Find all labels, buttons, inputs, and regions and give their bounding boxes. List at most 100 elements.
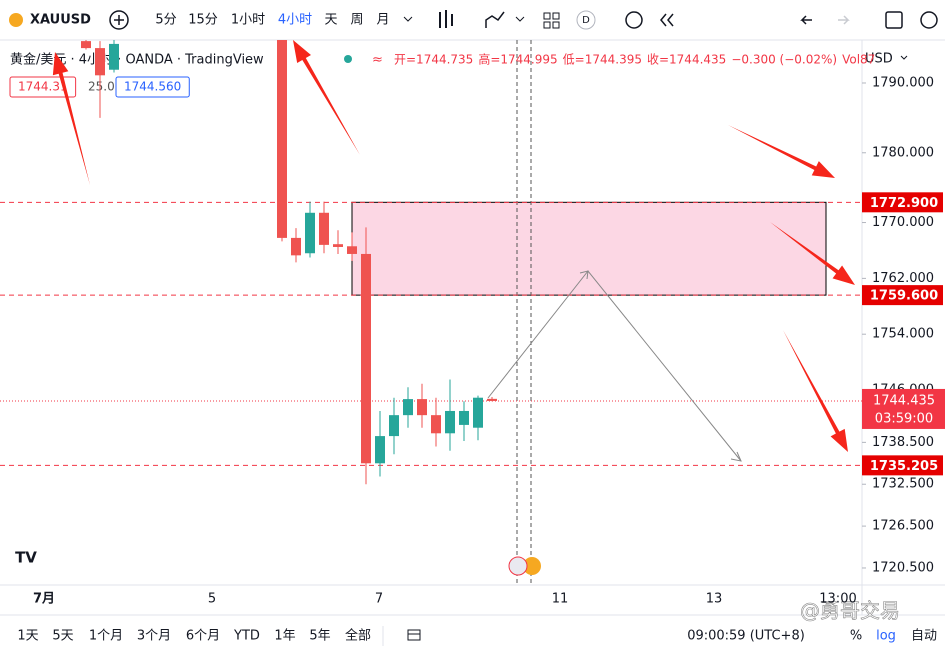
annotation-arrow: [770, 222, 855, 285]
layout-button[interactable]: [543, 12, 560, 29]
scale-option[interactable]: log: [876, 629, 896, 644]
range-button[interactable]: 5天: [52, 629, 73, 644]
goto-date-button[interactable]: [407, 629, 421, 641]
supply-zone: [351, 201, 827, 296]
range-button[interactable]: 3个月: [137, 629, 171, 644]
y-tick-label: 1738.500: [872, 435, 934, 450]
y-tick-label: 1790.000: [872, 75, 934, 90]
candle-body: [81, 41, 91, 49]
annotation-arrow: [728, 125, 835, 178]
plot-area: [0, 40, 862, 585]
plus-icon: [114, 15, 124, 25]
redo-button[interactable]: [838, 15, 850, 25]
annotation-arrow: [293, 40, 360, 155]
y-tick-label: 1726.500: [872, 519, 934, 534]
replay-button[interactable]: [660, 13, 674, 27]
interval-button[interactable]: 1小时: [231, 13, 265, 28]
candle-body: [459, 410, 469, 425]
interval-dropdown[interactable]: [403, 16, 413, 22]
y-tick-label: 1754.000: [872, 327, 934, 342]
toolbar: [0, 0, 945, 40]
range-button[interactable]: 6个月: [186, 629, 220, 644]
ohlc-value: Vol87: [842, 53, 875, 67]
chart-style-button[interactable]: [439, 10, 453, 28]
candle-body: [305, 212, 315, 254]
price-tag: 1744.31: [18, 80, 68, 94]
indicators-button[interactable]: [485, 11, 505, 28]
price-tag: 1744.560: [124, 80, 181, 94]
event-icon[interactable]: [508, 556, 528, 576]
level-label-box: [862, 455, 943, 476]
ohlc-value: 低=1744.395: [563, 53, 642, 67]
interval-button[interactable]: 15分: [188, 13, 218, 28]
tradingview-logo[interactable]: TV: [15, 549, 37, 567]
data-button[interactable]: [576, 10, 596, 30]
clock: 09:00:59 (UTC+8): [687, 629, 805, 644]
candle-body: [487, 398, 497, 401]
candle-body: [95, 48, 105, 76]
scale-option[interactable]: 自动: [911, 629, 937, 644]
level-label-box: [862, 285, 943, 306]
candle-body: [473, 397, 483, 428]
indicator-dropdown[interactable]: [515, 16, 525, 22]
candle-body: [375, 436, 385, 464]
currency-dropdown[interactable]: [900, 55, 908, 60]
interval-button[interactable]: 月: [376, 13, 389, 28]
symbol-icon[interactable]: [9, 13, 23, 27]
annotation-arrow: [783, 330, 848, 452]
ohlc-value: 收=1744.435: [647, 53, 726, 67]
data-button-letter: D: [582, 15, 590, 26]
last-price-box: [862, 388, 945, 429]
scale-option[interactable]: %: [850, 629, 862, 644]
currency[interactable]: USD: [865, 52, 893, 67]
candle-body: [431, 415, 441, 434]
undo-button[interactable]: [800, 15, 812, 25]
interval-button[interactable]: 周: [350, 13, 363, 28]
fullscreen-button[interactable]: [885, 11, 903, 29]
y-tick-label: 1720.500: [872, 560, 934, 575]
settings-button[interactable]: [920, 11, 938, 29]
price-tag: 25.0: [88, 80, 115, 94]
range-button[interactable]: 5年: [309, 629, 330, 644]
projection-arrowhead: [579, 270, 742, 462]
candle-body: [109, 43, 119, 70]
ohlc-value: 开=1744.735: [394, 53, 473, 67]
range-button[interactable]: 全部: [345, 628, 371, 644]
interval-button[interactable]: 天: [324, 13, 337, 28]
level-label: 1735.205: [870, 459, 938, 474]
alert-button[interactable]: [625, 11, 643, 29]
candle-body: [361, 253, 371, 464]
x-tick-label: 7: [375, 592, 383, 607]
price-tag-box: [9, 76, 77, 98]
range-button[interactable]: 1个月: [89, 629, 123, 644]
last-price-label: 1744.435: [873, 393, 935, 408]
candle-body: [403, 399, 413, 416]
range-button[interactable]: 1年: [274, 629, 295, 644]
ohlc-value: 高=1744.995: [478, 52, 557, 67]
legend-title: 黄金/美元 · 4小时 · OANDA · TradingView: [10, 52, 264, 68]
compare-button[interactable]: [109, 10, 129, 30]
range-button[interactable]: 1天: [17, 629, 38, 644]
candle-body: [417, 399, 427, 416]
candle-body: [445, 410, 455, 434]
market-status-icon: ≈: [372, 53, 383, 68]
range-button[interactable]: YTD: [233, 629, 260, 644]
candle-body: [277, 40, 287, 238]
projection-path: [487, 270, 742, 462]
annotation-arrow: [52, 52, 90, 185]
symbol[interactable]: XAUUSD: [30, 13, 91, 28]
candle-body: [291, 237, 301, 256]
level-label: 1772.900: [870, 196, 938, 211]
interval-button[interactable]: 4小时: [278, 13, 312, 28]
y-tick-label: 1770.000: [872, 215, 934, 230]
x-tick-label: 13:00: [819, 592, 856, 607]
countdown-label: 03:59:00: [875, 411, 933, 426]
y-tick-label: 1762.000: [872, 271, 934, 286]
candle-body: [389, 415, 399, 437]
candle-body: [333, 244, 343, 247]
x-tick-label: 13: [706, 592, 723, 607]
y-tick-label: 1780.000: [872, 145, 934, 160]
event-icon[interactable]: [523, 557, 541, 575]
interval-button[interactable]: 5分: [155, 13, 176, 28]
